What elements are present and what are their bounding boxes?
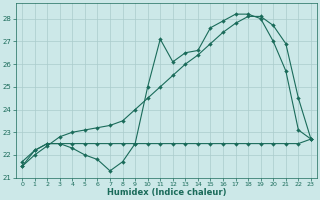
X-axis label: Humidex (Indice chaleur): Humidex (Indice chaleur): [107, 188, 226, 197]
